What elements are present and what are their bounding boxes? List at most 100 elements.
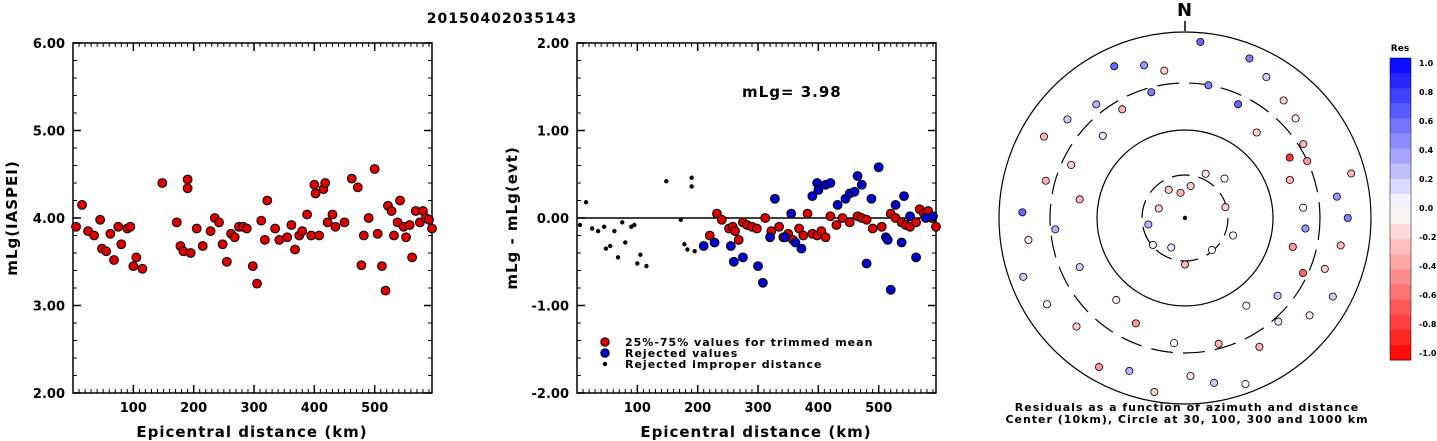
x-tick-label: 500 (361, 401, 388, 416)
data-point (577, 222, 583, 228)
circle-300km (1049, 82, 1321, 354)
data-point (105, 228, 116, 239)
data-point (664, 179, 669, 184)
station-point (1291, 114, 1300, 123)
y-tick-label: 2.00 (33, 387, 65, 402)
legend: 25%-75% values for trimmed meanRejected … (600, 336, 872, 371)
y-axis-label: mLg - mLg(evt) (503, 146, 521, 289)
data-point (689, 184, 694, 189)
data-point (221, 256, 232, 267)
data-point (716, 214, 727, 225)
data-point (738, 252, 748, 263)
data-point (314, 230, 325, 241)
station-point (1273, 291, 1282, 300)
data-point (389, 230, 399, 241)
data-point (386, 206, 397, 216)
station-point (1252, 128, 1261, 137)
colorbar-cell (1390, 209, 1411, 225)
data-point (682, 242, 687, 247)
data-point (259, 234, 270, 245)
station-point (1221, 203, 1230, 212)
colorbar-tick-label: 1.0 (1419, 59, 1434, 68)
data-point (191, 223, 202, 234)
station-point (1075, 195, 1084, 204)
station-point (1125, 366, 1134, 375)
data-point (709, 237, 720, 248)
data-point (137, 263, 148, 274)
station-point (1144, 220, 1153, 229)
y-tick-label: -2.00 (532, 387, 569, 402)
data-point (197, 241, 208, 251)
station-point (1204, 81, 1213, 90)
x-axis-label: Epicentral distance (km) (640, 423, 871, 441)
x-tick-label: 400 (805, 401, 832, 416)
colorbar-cell (1390, 118, 1411, 134)
colorbar-cell (1390, 148, 1411, 165)
colorbar-scale (1389, 57, 1412, 361)
station-point (1262, 73, 1271, 82)
data-point (856, 179, 867, 190)
station-point (1167, 243, 1176, 252)
colorbar-cell (1390, 133, 1411, 150)
y-axis-label: mLg(IASPEI) (3, 160, 21, 275)
data-point (885, 284, 896, 295)
data-point (309, 179, 320, 190)
data-point (931, 221, 941, 232)
data-point (363, 213, 374, 223)
station-point (1320, 264, 1329, 273)
colorbar-tick-label: -0.8 (1419, 320, 1437, 329)
legend-marker (600, 337, 610, 347)
center-point (1182, 215, 1188, 221)
y-tick-label: 3.00 (33, 300, 65, 315)
data-point (774, 221, 785, 232)
data-point (899, 191, 909, 202)
data-point (678, 217, 683, 222)
data-point (116, 239, 127, 250)
data-point (424, 214, 434, 225)
data-point (882, 234, 893, 245)
station-point (1150, 388, 1159, 397)
data-point (794, 223, 804, 234)
station-points (1018, 37, 1356, 397)
station-point (1147, 88, 1156, 97)
station-point (1176, 188, 1185, 197)
data-point (728, 256, 739, 267)
data-point (320, 178, 331, 188)
data-point (182, 183, 193, 194)
data-points (71, 164, 437, 296)
colorbar-cell (1390, 193, 1411, 210)
colorbar-cell (1390, 344, 1411, 361)
data-point (760, 213, 771, 223)
colorbar-tick-label: -0.6 (1419, 291, 1437, 300)
colorbar-cell (1390, 58, 1411, 74)
data-point (247, 261, 258, 272)
data-points (577, 162, 941, 295)
colorbar-cell (1390, 284, 1411, 301)
x-tick-label: 200 (684, 401, 711, 416)
station-point (1140, 61, 1149, 70)
data-point (704, 230, 715, 241)
colorbar-tick-label: 0.8 (1419, 88, 1434, 97)
station-point (1186, 372, 1195, 381)
data-point (401, 232, 411, 243)
data-point (757, 277, 768, 288)
data-point (751, 223, 762, 234)
station-point (1285, 153, 1294, 162)
station-point (1336, 241, 1345, 250)
data-point (798, 230, 809, 241)
data-point (109, 255, 119, 265)
station-point (1241, 380, 1250, 389)
plot-frame (72, 42, 433, 394)
data-point (282, 232, 293, 243)
y-tick-label: -1.00 (532, 300, 569, 315)
caption-line-1: Residuals as a function of azimuth and d… (1015, 401, 1359, 414)
data-point (825, 211, 836, 222)
station-point (1018, 208, 1027, 217)
station-point (1328, 292, 1337, 301)
data-point (377, 261, 387, 272)
data-point (861, 214, 872, 225)
colorbar-tick-label: 0.4 (1419, 146, 1434, 155)
colorbar-tick-label: 0.2 (1419, 175, 1433, 184)
data-point (866, 193, 877, 204)
